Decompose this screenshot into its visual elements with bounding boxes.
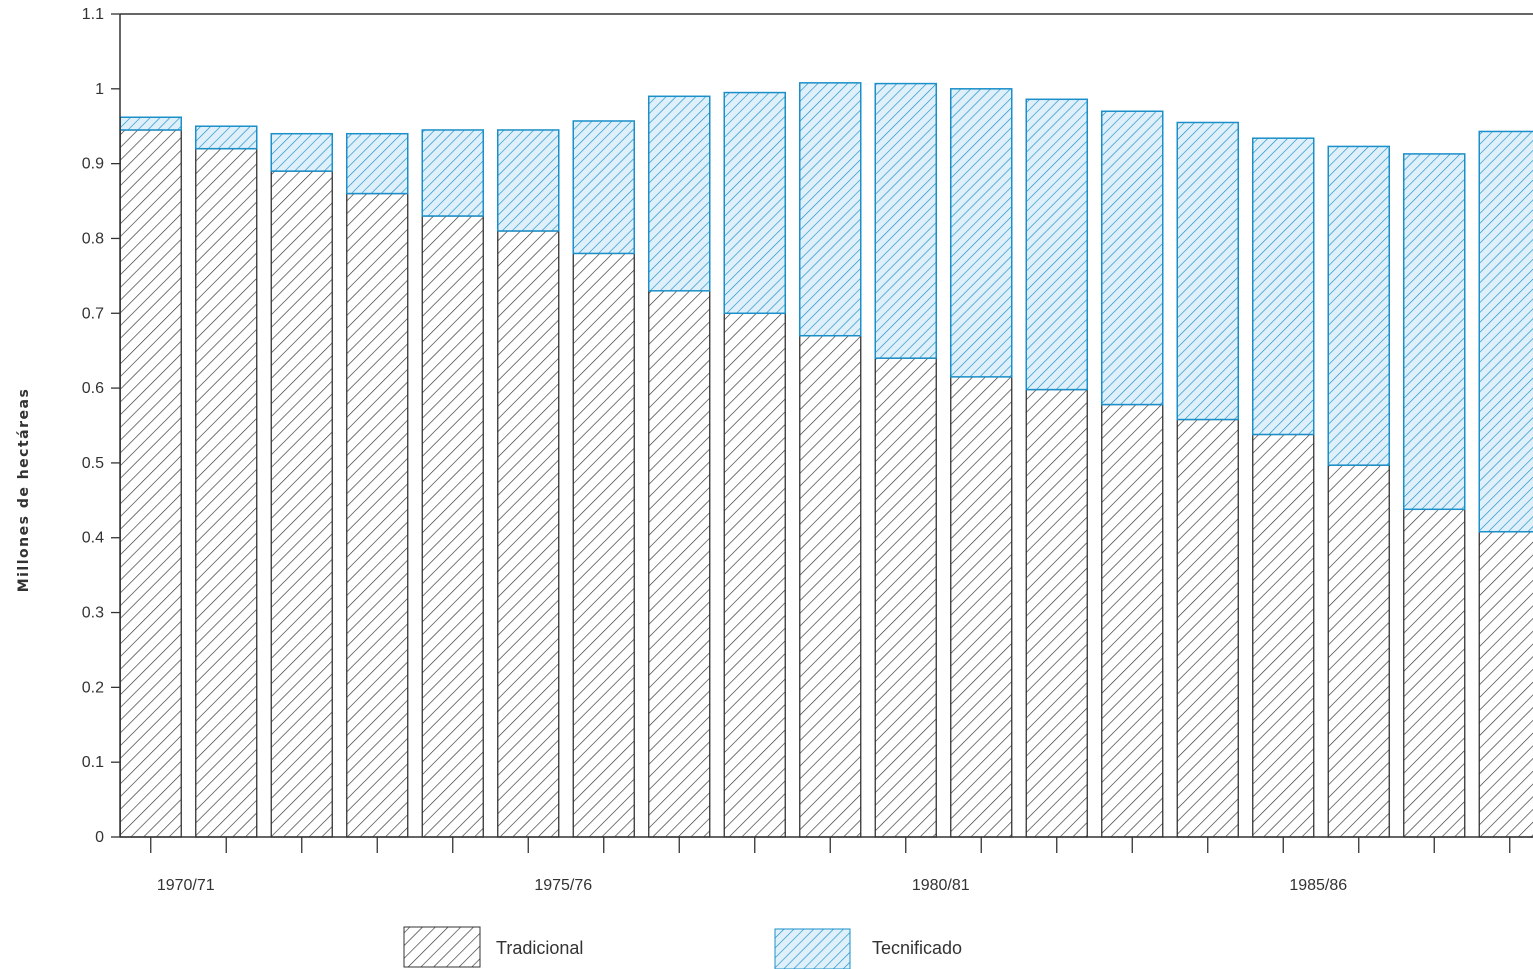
bar-tecnificado: [1252, 137, 1315, 436]
bar-tecnificado: [195, 125, 258, 150]
legend-label-tradicional: Tradicional: [496, 938, 583, 958]
bar-tradicional: [195, 148, 258, 838]
bar-tradicional: [1403, 508, 1466, 838]
bar-tecnificado: [723, 91, 786, 315]
bar-tecnificado: [1478, 130, 1533, 533]
bar-tecnificado: [1176, 121, 1239, 421]
y-tick-label: 1.1: [82, 6, 104, 23]
x-tick-label: 1985/86: [1289, 877, 1347, 894]
bar-tecnificado: [119, 116, 182, 131]
bar-tecnificado: [421, 129, 484, 217]
bar-tecnificado: [270, 132, 333, 172]
bar-tecnificado: [572, 120, 635, 255]
y-tick-label: 0.9: [82, 156, 104, 173]
bar-tecnificado: [497, 129, 560, 232]
y-tick-label: 0.4: [82, 530, 104, 547]
bar-tradicional: [421, 215, 484, 838]
bar-tecnificado: [648, 95, 711, 292]
y-tick-label: 0.1: [82, 754, 104, 771]
bar-tradicional: [1176, 418, 1239, 838]
bar-tradicional: [1101, 403, 1164, 838]
bar-tradicional: [1478, 531, 1533, 838]
x-axis-ticks: 1970/71 1975/76 1980/81 1985/86: [150, 837, 1511, 894]
bar-tradicional: [723, 312, 786, 838]
bar-tecnificado: [874, 82, 937, 359]
y-tick-label: 0.6: [82, 380, 104, 397]
bar-tradicional: [1025, 388, 1088, 838]
legend-item-tradicional: Tradicional: [403, 926, 583, 968]
bar-tradicional: [648, 290, 711, 838]
bar-tecnificado: [1025, 98, 1088, 391]
legend-swatch-tradicional: [403, 926, 481, 968]
bar-tradicional: [346, 192, 409, 838]
y-tick-label: 0.5: [82, 455, 104, 472]
bar-tecnificado: [1327, 145, 1390, 466]
y-tick-label: 0: [95, 829, 104, 846]
y-tick-label: 1: [95, 81, 104, 98]
legend-swatch-tecnificado: [774, 928, 851, 969]
bar-tecnificado: [950, 88, 1013, 378]
bar-tradicional: [1252, 433, 1315, 838]
y-tick-label: 0.8: [82, 230, 104, 247]
x-tick-label: 1975/76: [534, 877, 592, 894]
series-tradicional: [119, 129, 1533, 838]
y-axis-title: Millones de hectáreas: [16, 388, 32, 593]
legend-label-tecnificado: Tecnificado: [872, 938, 962, 958]
bar-tradicional: [950, 376, 1013, 838]
bar-tradicional: [497, 230, 560, 838]
y-tick-label: 0.3: [82, 605, 104, 622]
bar-tradicional: [270, 170, 333, 838]
x-tick-label: 1980/81: [912, 877, 970, 894]
y-tick-label: 0.7: [82, 305, 104, 322]
bar-tecnificado: [346, 132, 409, 195]
legend-item-tecnificado: Tecnificado: [774, 928, 962, 969]
y-tick-label: 0.2: [82, 679, 104, 696]
bar-tecnificado: [1403, 153, 1466, 511]
bar-tradicional: [119, 129, 182, 838]
bar-tecnificado: [799, 82, 862, 337]
legend: Tradicional Tecnificado: [403, 926, 962, 969]
bar-tradicional: [572, 252, 635, 838]
y-axis-ticks: 0 0.1 0.2 0.3 0.4 0.5 0.6 0.7 0.8 0.9 1 1.1: [82, 6, 120, 846]
series-tecnificado: [119, 82, 1533, 533]
bar-tradicional: [799, 335, 862, 838]
bar-tradicional: [1327, 464, 1390, 838]
x-tick-label: 1970/71: [157, 877, 215, 894]
bar-tecnificado: [1101, 110, 1164, 406]
bar-tradicional: [874, 357, 937, 838]
